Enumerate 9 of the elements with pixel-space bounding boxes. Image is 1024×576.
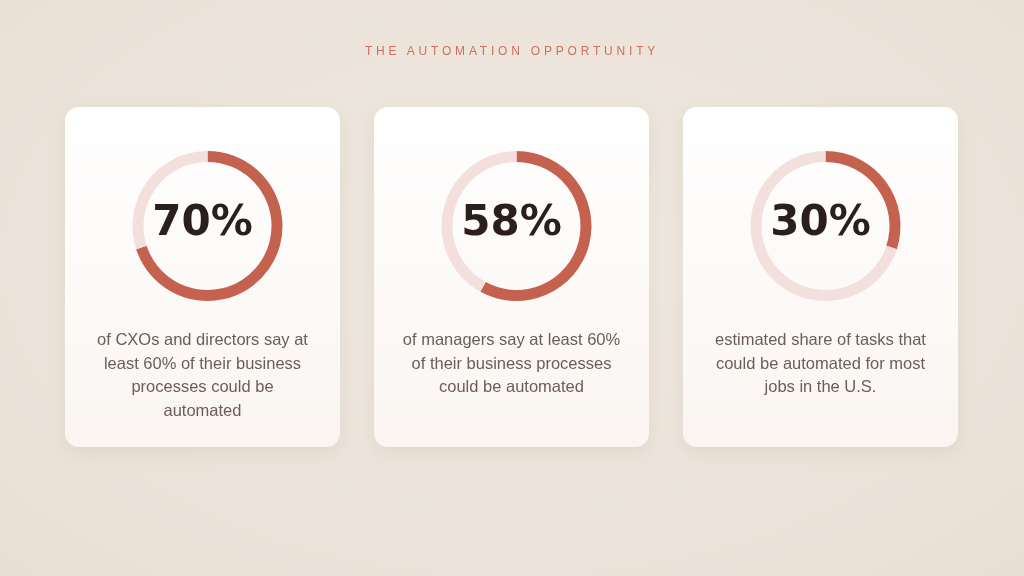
text: of managers say at least 60% of their business processes could be automated [401, 329, 622, 397]
donut-slice [136, 151, 283, 301]
text: 58% [461, 196, 562, 245]
text: 30% [770, 196, 871, 245]
text: 70% [152, 196, 253, 245]
text: of CXOs and directors say at least 60% of their business processes could be automated [96, 329, 309, 421]
text: estimated share of tasks that could be automated for most jobs in the U.S. [714, 329, 927, 397]
donut-slice [750, 151, 897, 301]
text: THE AUTOMATION OPPORTUNITY [363, 44, 661, 58]
